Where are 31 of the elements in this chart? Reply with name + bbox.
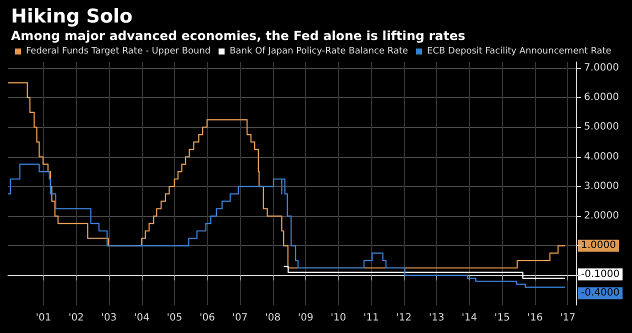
annotation: -0.4000	[581, 288, 620, 299]
legend-label: Bank Of Japan Policy-Rate Balance Rate	[230, 46, 408, 56]
legend-label: Federal Funds Target Rate - Upper Bound	[26, 46, 211, 56]
x-tick-label: '02	[68, 312, 84, 324]
x-tick-label: '07	[232, 312, 248, 324]
y-tick-label: 7.0000	[584, 62, 619, 74]
x-tick-label: '04	[134, 312, 150, 324]
x-tick-label: '13	[428, 312, 444, 324]
y-tick-label: 6.0000	[584, 92, 619, 104]
y-tick-label: 4.0000	[584, 151, 619, 162]
y-tick-label: 2.0000	[584, 210, 619, 222]
y-tick-label: 3.0000	[584, 180, 619, 192]
x-tick-label: '15	[494, 312, 510, 324]
x-tick-label: '14	[462, 312, 478, 324]
chart-title: Hiking Solo	[11, 6, 133, 28]
annotation: 1.0000	[581, 240, 616, 252]
x-tick-label: '12	[396, 312, 412, 324]
y-tick-label: 5.0000	[584, 122, 619, 133]
x-tick-label: '08	[265, 312, 281, 324]
annotation: -0.1000	[581, 268, 620, 280]
chart-subtitle: Among major advanced economies, the Fed alone is lifting rates	[11, 28, 466, 43]
x-tick-label: '17	[560, 312, 576, 324]
x-tick-label: '11	[363, 312, 379, 324]
x-tick-label: '01	[36, 312, 52, 324]
x-tick-label: '03	[101, 312, 117, 324]
x-tick-label: '09	[298, 312, 314, 324]
x-tick-label: '06	[200, 312, 216, 324]
legend-label: ECB Deposit Facility Announcement Rate	[427, 46, 612, 56]
x-tick-label: '16	[527, 312, 543, 324]
x-tick-label: '05	[166, 312, 182, 324]
x-tick-label: '10	[330, 312, 346, 324]
